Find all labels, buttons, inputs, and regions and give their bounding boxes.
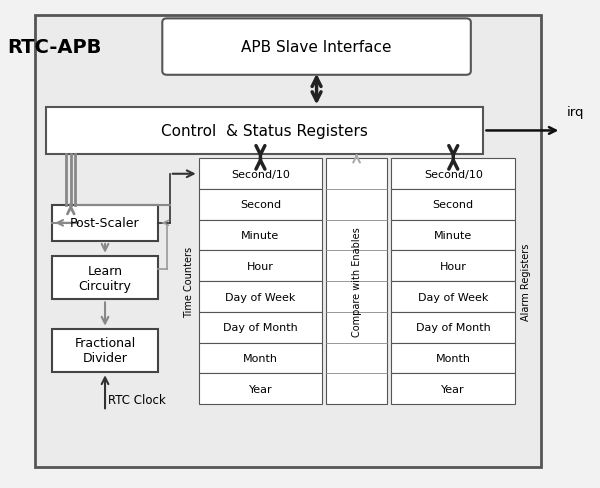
Bar (391, 190, 515, 221)
Text: Month: Month (243, 353, 278, 363)
Text: Day of Month: Day of Month (223, 323, 298, 332)
Text: Second: Second (240, 200, 281, 210)
Text: RTC Clock: RTC Clock (108, 393, 166, 406)
Text: Day of Week: Day of Week (225, 292, 296, 302)
Bar (391, 343, 515, 373)
Text: Minute: Minute (434, 231, 472, 241)
Bar (199, 251, 322, 282)
Bar (199, 312, 322, 343)
Text: Hour: Hour (440, 261, 467, 271)
Text: RTC-APB: RTC-APB (7, 38, 102, 57)
Bar (391, 312, 515, 343)
Text: Second/10: Second/10 (424, 169, 483, 180)
Bar (199, 159, 322, 190)
Text: Hour: Hour (247, 261, 274, 271)
Text: Second: Second (433, 200, 474, 210)
Bar (391, 373, 515, 404)
Bar (391, 159, 515, 190)
Text: Learn
Circuitry: Learn Circuitry (79, 264, 131, 292)
Text: APB Slave Interface: APB Slave Interface (241, 40, 392, 55)
Bar (199, 282, 322, 312)
Text: Post-Scaler: Post-Scaler (70, 217, 140, 230)
Text: Time Counters: Time Counters (184, 246, 194, 317)
Text: Month: Month (436, 353, 471, 363)
Bar (52, 205, 158, 242)
Bar (35, 16, 541, 467)
Bar (46, 108, 484, 154)
Text: Day of Week: Day of Week (418, 292, 488, 302)
Bar (391, 282, 515, 312)
Text: Day of Month: Day of Month (416, 323, 491, 332)
Bar (391, 251, 515, 282)
Bar (52, 329, 158, 372)
Text: Minute: Minute (241, 231, 280, 241)
Text: Control  & Status Registers: Control & Status Registers (161, 123, 368, 139)
Text: Year: Year (442, 384, 465, 394)
Text: irq: irq (567, 105, 584, 118)
Bar (326, 159, 387, 404)
Text: Year: Year (248, 384, 272, 394)
Text: Alarm Registers: Alarm Registers (521, 243, 530, 320)
Bar (52, 256, 158, 300)
Bar (199, 221, 322, 251)
Bar (199, 343, 322, 373)
FancyBboxPatch shape (162, 20, 471, 76)
Bar (199, 373, 322, 404)
Text: Fractional
Divider: Fractional Divider (74, 337, 136, 365)
Text: Second/10: Second/10 (231, 169, 290, 180)
Bar (391, 221, 515, 251)
Bar (199, 190, 322, 221)
Text: Compare with Enables: Compare with Enables (352, 227, 362, 336)
